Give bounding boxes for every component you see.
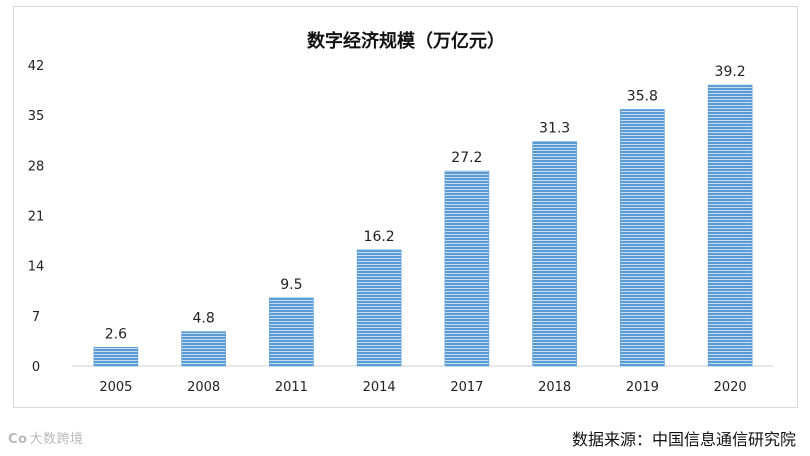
bar xyxy=(532,141,577,367)
bar xyxy=(93,347,139,367)
data-label: 39.2 xyxy=(715,64,746,80)
watermark-logo-mark: Co xyxy=(8,432,28,447)
source-note: 数据来源：中国信息通信研究院 xyxy=(571,430,796,449)
x-tick-label: 2020 xyxy=(714,380,747,395)
watermark-logo: Co 大数跨境 xyxy=(8,428,84,447)
bar xyxy=(444,170,490,367)
chart-title: 数字经济规模（万亿元） xyxy=(307,30,505,52)
data-label: 9.5 xyxy=(280,277,302,293)
x-tick-label: 2005 xyxy=(99,380,132,395)
x-tick-label: 2018 xyxy=(538,380,571,395)
data-label: 27.2 xyxy=(451,150,482,166)
y-tick-label: 0 xyxy=(32,360,40,375)
y-tick-label: 7 xyxy=(32,310,40,325)
bar xyxy=(356,249,402,367)
x-axis: 2005 2008 2011 2014 2017 2018 2019 2020 xyxy=(99,380,746,395)
data-label: 31.3 xyxy=(539,121,570,137)
y-tick-label: 14 xyxy=(28,260,45,275)
bar xyxy=(181,331,226,367)
data-label: 4.8 xyxy=(192,311,214,327)
y-tick-label: 42 xyxy=(28,59,45,74)
y-tick-label: 21 xyxy=(28,210,45,225)
y-axis: 0 7 14 21 28 35 42 xyxy=(28,59,45,375)
x-tick-label: 2011 xyxy=(275,380,308,395)
x-tick-label: 2019 xyxy=(626,380,659,395)
chart-frame: 数字经济规模（万亿元） 0 7 14 21 28 35 42 2.6 4.8 9.5 16.2 27… xyxy=(13,6,798,408)
bar xyxy=(707,84,753,367)
data-label: 35.8 xyxy=(627,88,658,104)
bar xyxy=(269,297,314,367)
bars: 2.6 4.8 9.5 16.2 27.2 31.3 35.8 39.2 xyxy=(93,64,753,367)
bar-chart: 数字经济规模（万亿元） 0 7 14 21 28 35 42 2.6 4.8 9.5 16.2 27… xyxy=(28,30,774,395)
x-tick-label: 2017 xyxy=(450,380,483,395)
y-tick-label: 35 xyxy=(28,109,45,124)
watermark-logo-text: 大数跨境 xyxy=(29,432,84,447)
x-tick-label: 2014 xyxy=(363,380,396,395)
data-label: 16.2 xyxy=(364,229,395,245)
x-tick-label: 2008 xyxy=(187,380,220,395)
y-tick-label: 28 xyxy=(28,159,45,174)
data-label: 2.6 xyxy=(105,326,127,342)
bar xyxy=(620,109,665,367)
